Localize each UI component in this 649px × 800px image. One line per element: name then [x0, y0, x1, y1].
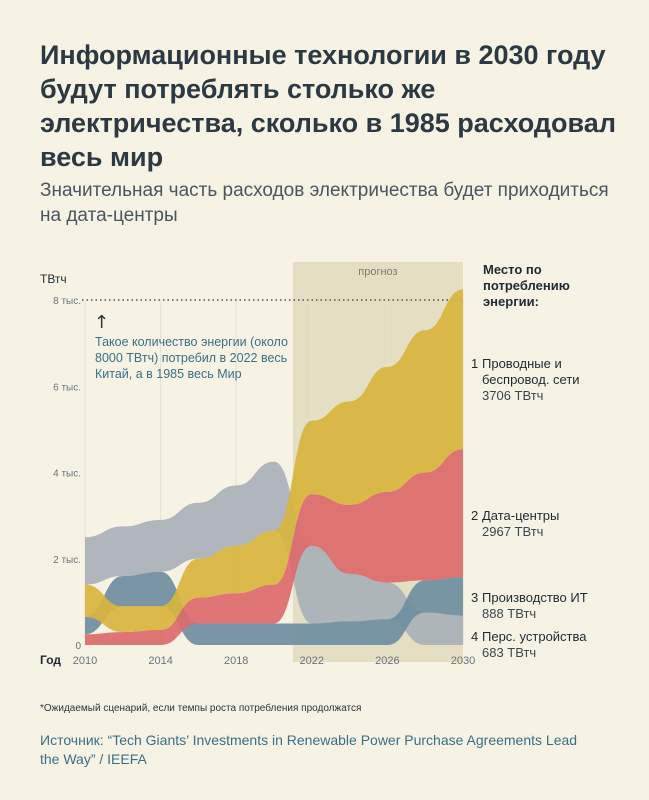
y-axis-label: ТВтч: [40, 272, 67, 286]
legend-item-datacenters: 2 Дата-центры 2967 ТВтч: [471, 508, 622, 540]
legend-item-it-production: 3 Производство ИТ 888 ТВтч: [471, 590, 622, 622]
stream-3: [85, 571, 463, 645]
annotation-text: Такое количество энергии (около 8000 ТВт…: [95, 335, 288, 381]
legend-item-networks: 1 Проводные и беспровод. сети 3706 ТВтч: [471, 356, 622, 404]
y-tick-label: 6 тыс.: [53, 382, 81, 393]
legend-label: Производство ИТ: [482, 590, 588, 605]
x-tick-label: 2010: [73, 655, 97, 667]
legend-label: Дата-центры: [482, 508, 560, 523]
stream-4: [85, 461, 463, 645]
x-tick-label: 2018: [224, 655, 248, 667]
x-tick-label: 2026: [375, 655, 399, 667]
y-tick-label: 8 тыс.: [53, 296, 81, 307]
legend-value: 3706 ТВтч: [482, 388, 544, 403]
legend-label: Перс. устройства: [482, 629, 587, 644]
legend-item-devices: 4 Перс. устройства 683 ТВтч: [471, 629, 622, 661]
chart-title: Информационные технологии в 2030 году бу…: [40, 40, 616, 172]
legend-rank: 1: [471, 356, 479, 371]
x-tick-label: 2030: [451, 655, 475, 667]
y-tick-label: 4 тыс.: [53, 469, 81, 480]
y-tick-label: 2 тыс.: [53, 555, 81, 566]
stream-1: [85, 289, 463, 633]
legend-label: Проводные и беспровод. сети: [482, 356, 580, 387]
legend-rank: 2: [471, 508, 479, 523]
legend-value: 683 ТВтч: [482, 645, 537, 660]
x-tick-label: 2014: [148, 655, 172, 667]
source-text: Источник: “Tech Giants’ Investments in R…: [40, 732, 578, 767]
legend-rank: 3: [471, 590, 479, 605]
y-tick-label: 0: [75, 641, 81, 652]
x-tick-label: 2022: [300, 655, 324, 667]
legend-rank: 4: [471, 629, 479, 644]
legend-value: 2967 ТВтч: [482, 524, 544, 539]
annotation-arrow: ↑: [94, 312, 109, 333]
stream-2: [85, 449, 463, 645]
chart-subtitle: Значительная часть расходов электричеств…: [40, 180, 609, 226]
x-axis-label: Год: [40, 653, 61, 667]
legend-value: 888 ТВтч: [482, 606, 537, 621]
forecast-label: прогноз: [358, 266, 397, 278]
footnote: *Ожидаемый сценарий, если темпы роста по…: [40, 703, 362, 714]
legend-title: Место по потреблению энергии:: [483, 262, 570, 309]
